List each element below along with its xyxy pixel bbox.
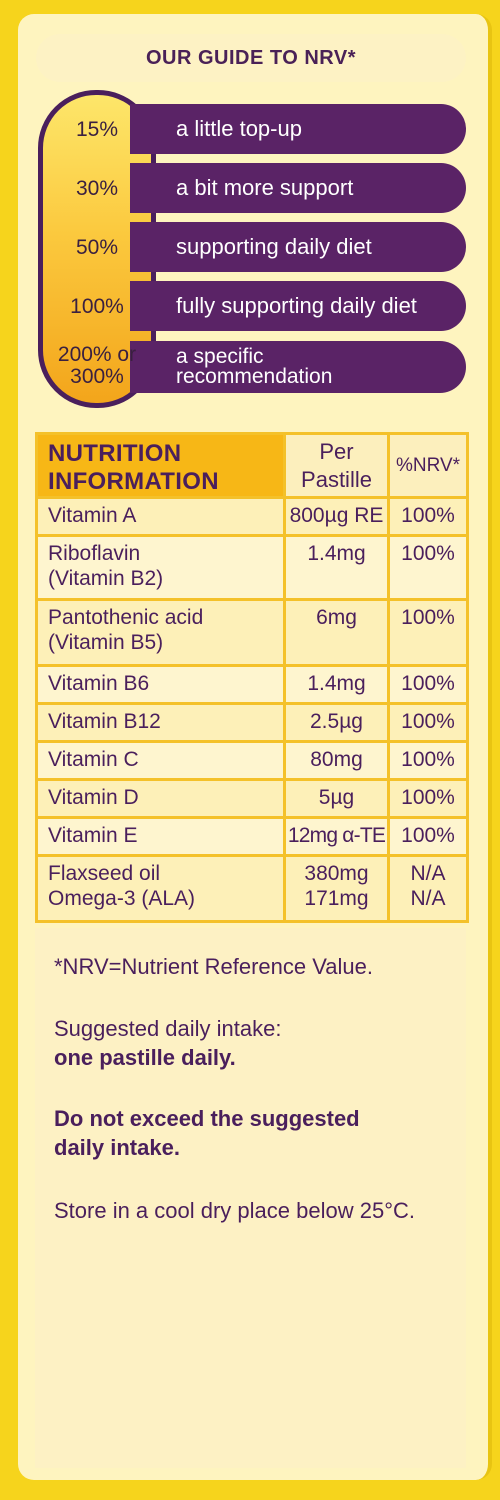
guide-title: OUR GUIDE TO NRV* [36,34,466,82]
nutrient-value: 1.4mg [283,664,390,705]
nutrient-nrv: 100% [387,664,469,705]
guide-row-2-desc: a bit more support [130,163,466,213]
nutrient-name: Vitamin D [35,778,286,819]
guide-row-5-desc-line1: a specific [176,345,264,368]
nutrient-name: Vitamin E [35,816,286,857]
nutrition-table: NUTRITION INFORMATION Per Pastille %NRV*… [35,432,469,923]
nutrient-name: Vitamin B6 [35,664,286,705]
nutrient-value: 80mg [283,740,390,781]
per-header-line2: Pastille [301,466,372,492]
guide-row-5-desc: a specific recommendation [130,341,466,393]
nutrient-value: 1.4mg [283,534,390,601]
nutrient-value: 6mg [283,598,390,667]
table-title-line1: NUTRITION [48,439,182,467]
nutrient-name: Vitamin A [35,496,286,537]
nutrient-nrv: 100% [387,816,469,857]
table-row: Vitamin E 12mg α-TE 100% [35,816,469,857]
intake-label: Suggested daily intake: [54,1016,282,1041]
nutrient-name-line1: Flaxseed oil [48,862,161,885]
nutrient-nrv: N/A N/A [387,854,469,923]
nutrient-value-line2: 171mg [304,887,369,910]
per-pastille-header: Per Pastille [283,432,390,499]
nutrient-nrv-line1: N/A [410,862,446,885]
nutrient-name: Riboflavin (Vitamin B2) [35,534,286,601]
table-row: Flaxseed oil Omega-3 (ALA) 380mg 171mg N… [35,854,469,923]
nutrient-name: Flaxseed oil Omega-3 (ALA) [35,854,286,923]
table-header-row: NUTRITION INFORMATION Per Pastille %NRV* [35,432,469,499]
table-title: NUTRITION INFORMATION [35,432,286,499]
nutrient-value-line1: 380mg [304,862,369,885]
nutrient-nrv: 100% [387,740,469,781]
table-row: Riboflavin (Vitamin B2) 1.4mg 100% [35,534,469,601]
nutrient-name: Pantothenic acid (Vitamin B5) [35,598,286,667]
nutrient-value: 12mg α-TE [283,816,390,857]
guide-row-1-desc: a little top-up [130,104,466,154]
table-row: Vitamin A 800µg RE 100% [35,496,469,537]
nutrient-nrv: 100% [387,496,469,537]
nutrient-nrv: 100% [387,534,469,601]
nutrient-name: Vitamin B12 [35,702,286,743]
nutrient-nrv: 100% [387,702,469,743]
nrv-footnote: *NRV=Nutrient Reference Value. [54,954,373,979]
intake-value: one pastille daily. [54,1045,236,1070]
per-header-line1: Per [319,438,354,464]
nutrient-name: Vitamin C [35,740,286,781]
nutrient-value: 2.5µg [283,702,390,743]
warning-line1: Do not exceed the suggested [54,1106,360,1131]
table-row: Pantothenic acid (Vitamin B5) 6mg 100% [35,598,469,667]
guide-row-5-desc-line2: recommendation [176,365,333,388]
nutrient-name-line2: (Vitamin B2) [48,567,164,590]
table-row: Vitamin B6 1.4mg 100% [35,664,469,705]
guide-row-3-desc: supporting daily diet [130,222,466,272]
nutrient-name-line1: Pantothenic acid [48,606,204,629]
nutrient-name-line1: Riboflavin [48,542,141,565]
nutrient-nrv-line2: N/A [410,887,446,910]
guide-row-5-pct: 200% or 300% [38,344,156,388]
nutrient-name-line2: (Vitamin B5) [48,631,164,654]
nutrient-nrv: 100% [387,778,469,819]
nutrient-value: 800µg RE [283,496,390,537]
guide-row-5-pct-line2: 300% [70,365,124,388]
guide-row-4-pct: 100% [70,295,124,318]
nutrient-nrv: 100% [387,598,469,667]
table-row: Vitamin C 80mg 100% [35,740,469,781]
guide-row-2-pct: 30% [75,177,119,200]
nutrient-value: 380mg 171mg [283,854,390,923]
guide-row-4-desc: fully supporting daily diet [130,281,466,331]
table-row: Vitamin B12 2.5µg 100% [35,702,469,743]
nutrient-name-line2: Omega-3 (ALA) [48,887,196,910]
nrv-header: %NRV* [387,432,469,499]
guide-row-1-pct: 15% [75,118,119,141]
warning-line2: daily intake. [54,1135,180,1160]
storage-instructions: Store in a cool dry place below 25°C. [54,1198,415,1223]
table-row: Vitamin D 5µg 100% [35,778,469,819]
guide-row-3-pct: 50% [75,236,119,259]
footer-box [35,928,466,1468]
nutrient-value: 5µg [283,778,390,819]
guide-row-5-pct-line1: 200% or [57,343,137,366]
table-title-line2: INFORMATION [48,467,219,495]
